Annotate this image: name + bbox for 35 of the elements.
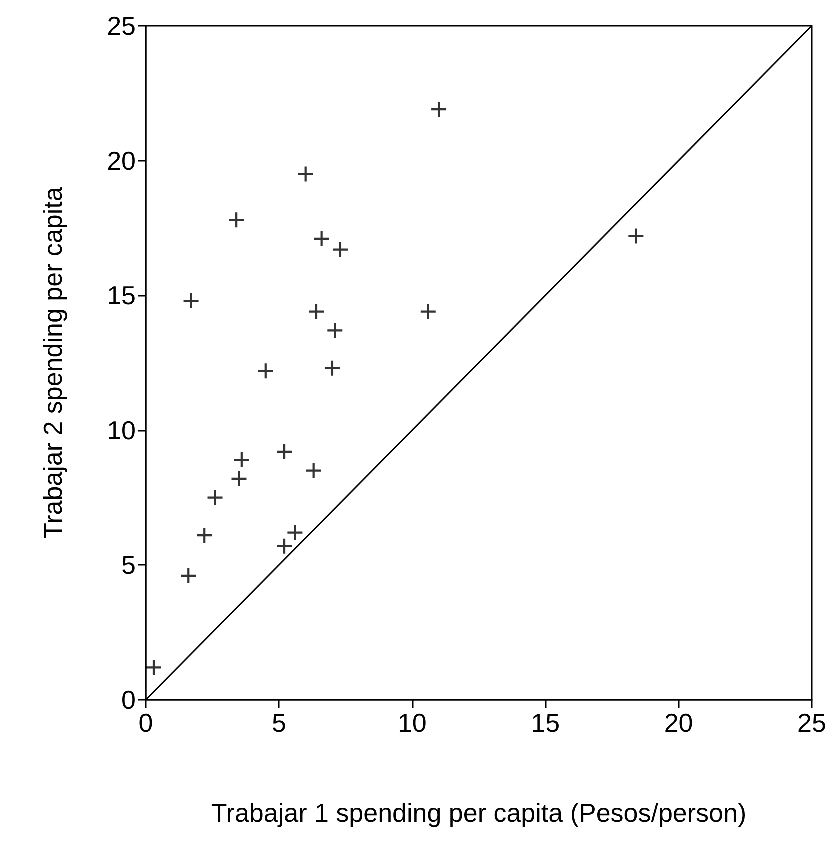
y-axis-title: Trabajar 2 spending per capita <box>38 186 68 539</box>
y-tick-label: 0 <box>122 685 136 715</box>
point <box>197 528 212 544</box>
y-tick-label: 15 <box>107 280 136 311</box>
point <box>314 231 330 246</box>
point <box>420 304 436 320</box>
point <box>146 660 162 676</box>
y-tick-label: 5 <box>122 550 136 580</box>
x-tick-label: 20 <box>664 708 694 738</box>
point <box>277 538 292 554</box>
point <box>324 360 340 376</box>
point <box>234 452 250 468</box>
point <box>308 304 324 320</box>
y-tick-label: 25 <box>107 11 136 41</box>
point <box>277 444 292 460</box>
point <box>328 323 343 338</box>
point <box>232 471 247 486</box>
point <box>184 293 199 308</box>
point <box>288 525 303 540</box>
point <box>229 212 244 228</box>
point <box>181 568 196 584</box>
point <box>432 102 447 118</box>
x-tick-label: 10 <box>398 708 427 738</box>
point <box>306 463 322 478</box>
y-tick-label: 10 <box>107 415 136 446</box>
x-tick-label: 15 <box>531 708 560 738</box>
y-tick-label: 20 <box>107 146 136 176</box>
x-axis-title: Trabajar 1 spending per capita (Pesos/person) <box>211 798 747 828</box>
point <box>298 166 314 182</box>
x-tick-label: 25 <box>798 708 826 738</box>
point <box>208 490 223 506</box>
x-tick-label: 5 <box>272 708 286 738</box>
point <box>628 228 644 244</box>
point <box>332 242 348 258</box>
point <box>258 364 274 379</box>
